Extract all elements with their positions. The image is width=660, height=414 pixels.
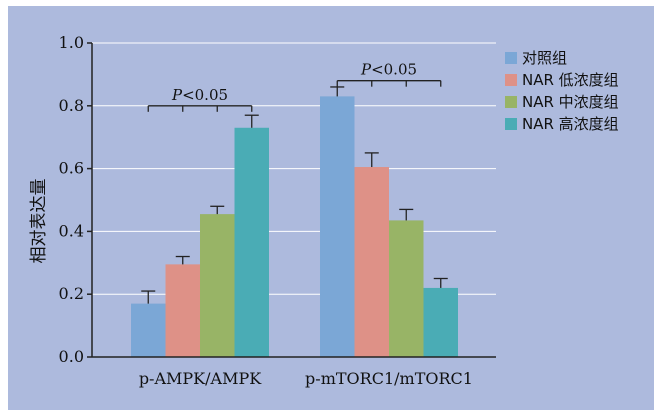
bar: [320, 96, 355, 357]
y-tick-label: 1.0: [59, 33, 84, 52]
bar: [131, 303, 166, 357]
bar: [354, 167, 389, 357]
legend-swatch: [505, 96, 517, 108]
legend-label: NAR 高浓度组: [522, 115, 619, 133]
significance-label: P<0.05: [171, 86, 228, 104]
axes: [91, 43, 496, 358]
y-tick-label: 0.2: [59, 284, 84, 303]
significance-annotations: P<0.05 P<0.05: [147, 61, 442, 112]
legend-label: 对照组: [522, 49, 567, 67]
legend-label: NAR 低浓度组: [522, 71, 619, 89]
legend-swatch: [505, 52, 517, 64]
y-tick-label: 0.6: [59, 159, 84, 178]
y-axis-label: 相对表达量: [29, 179, 49, 264]
legend-label: NAR 中浓度组: [522, 93, 619, 111]
y-tick-label: 0.8: [59, 96, 84, 115]
error-bars: [141, 86, 448, 304]
bars: [131, 96, 458, 357]
bar: [423, 287, 458, 357]
bar: [200, 214, 235, 357]
bar: [165, 264, 200, 357]
x-category-labels: p-AMPK/AMPK p-mTORC1/mTORC1: [139, 369, 473, 388]
bar: [389, 220, 424, 357]
y-tick-label: 0.0: [59, 347, 84, 366]
legend: 对照组 NAR 低浓度组 NAR 中浓度组 NAR 高浓度组: [505, 49, 619, 133]
y-ticks: 0.0 0.2 0.4 0.6 0.8 1.0: [59, 33, 92, 366]
x-category-label: p-AMPK/AMPK: [139, 369, 262, 388]
legend-swatch: [505, 74, 517, 86]
bar: [234, 127, 269, 357]
legend-swatch: [505, 118, 517, 130]
significance-label: P<0.05: [360, 61, 417, 79]
y-tick-label: 0.4: [59, 221, 84, 240]
x-category-label: p-mTORC1/mTORC1: [305, 369, 473, 388]
